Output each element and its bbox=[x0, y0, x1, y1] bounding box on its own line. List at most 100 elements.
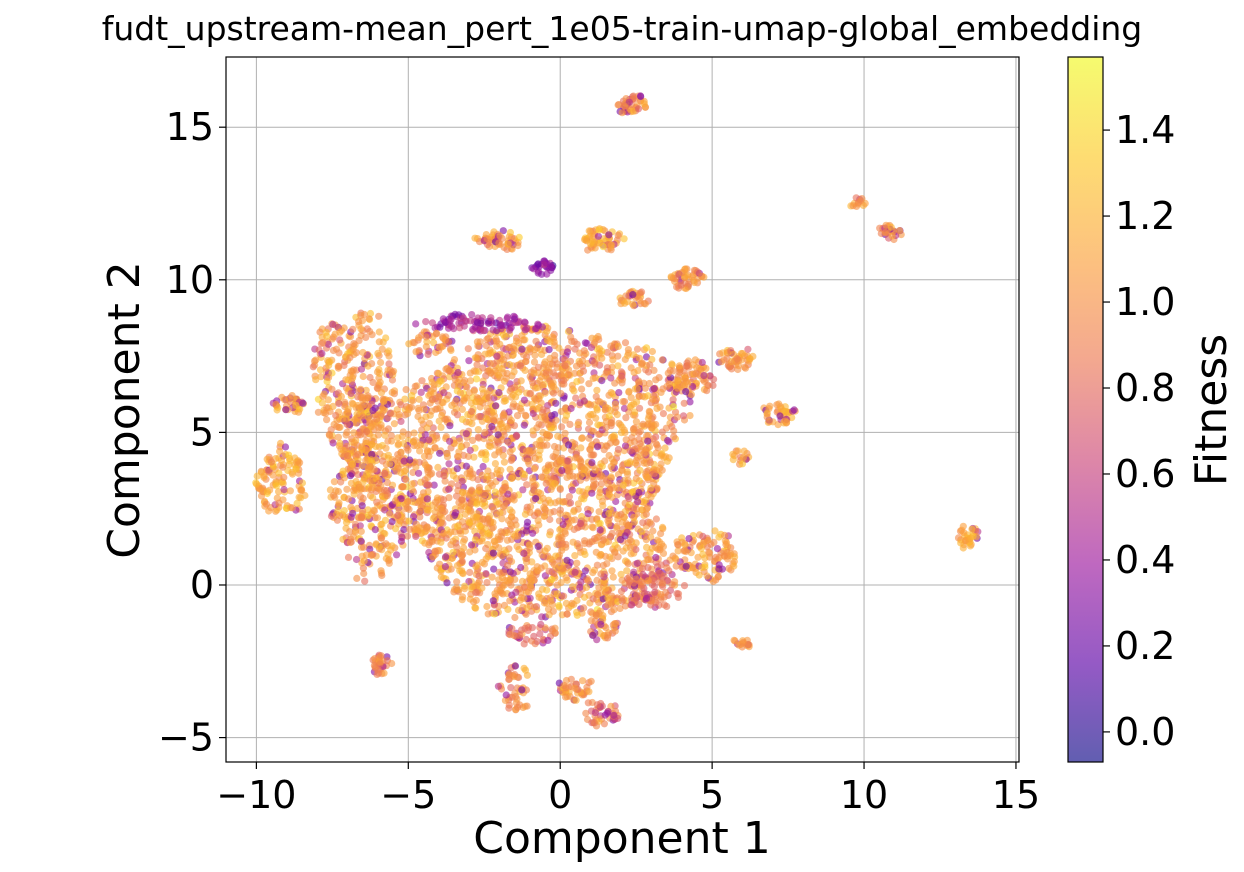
scatter-point bbox=[531, 454, 539, 462]
scatter-point bbox=[311, 357, 319, 365]
scatter-point bbox=[449, 537, 457, 545]
scatter-point bbox=[550, 442, 559, 451]
scatter-point bbox=[721, 531, 729, 540]
scatter-point bbox=[436, 343, 444, 351]
chart-title: fudt_upstream-mean_pert_1e05-train-umap-… bbox=[102, 9, 1143, 48]
scatter-point bbox=[382, 540, 390, 548]
scatter-point bbox=[507, 684, 515, 692]
scatter-point bbox=[354, 456, 362, 464]
scatter-point bbox=[603, 709, 611, 717]
scatter-point bbox=[578, 494, 586, 502]
scatter-point bbox=[591, 466, 599, 474]
scatter-point bbox=[430, 381, 438, 389]
scatter-point bbox=[613, 411, 621, 419]
scatter-point bbox=[605, 515, 613, 523]
scatter-point bbox=[581, 550, 589, 559]
scatter-point bbox=[526, 390, 534, 398]
colorbar-tick-label: 1.0 bbox=[1115, 280, 1175, 324]
scatter-point bbox=[335, 349, 343, 357]
scatter-point bbox=[479, 462, 487, 471]
scatter-point bbox=[597, 620, 605, 629]
scatter-point bbox=[420, 405, 428, 413]
scatter-point bbox=[681, 374, 689, 382]
scatter-point bbox=[402, 475, 410, 484]
scatter-point bbox=[649, 435, 657, 443]
scatter-point bbox=[610, 606, 618, 614]
scatter-point bbox=[565, 441, 573, 449]
scatter-point bbox=[515, 339, 523, 347]
scatter-point bbox=[375, 338, 383, 346]
scatter-point bbox=[429, 553, 437, 561]
scatter-point bbox=[596, 473, 604, 481]
scatter-point bbox=[451, 375, 459, 383]
scatter-point bbox=[570, 338, 578, 346]
scatter-point bbox=[576, 399, 584, 407]
scatter-point bbox=[577, 472, 585, 480]
scatter-point bbox=[499, 452, 507, 460]
scatter-point bbox=[522, 412, 530, 420]
scatter-point bbox=[729, 450, 737, 458]
scatter-point bbox=[630, 400, 638, 408]
scatter-point bbox=[663, 457, 672, 465]
colorbar-tick-label: 0.2 bbox=[1115, 624, 1175, 668]
scatter-point bbox=[504, 438, 512, 446]
scatter-point bbox=[675, 362, 684, 370]
scatter-point bbox=[555, 344, 563, 352]
scatter-point bbox=[508, 522, 516, 530]
scatter-point bbox=[595, 584, 603, 592]
scatter-point bbox=[595, 226, 603, 234]
scatter-point bbox=[582, 583, 591, 592]
scatter-point bbox=[445, 494, 453, 502]
scatter-point bbox=[526, 570, 534, 578]
scatter-point bbox=[385, 559, 393, 567]
scatter-point bbox=[282, 406, 290, 414]
scatter-point bbox=[532, 337, 540, 345]
scatter-point bbox=[520, 351, 528, 359]
scatter-point bbox=[376, 658, 384, 666]
scatter-point bbox=[468, 311, 476, 319]
scatter-point bbox=[588, 489, 596, 497]
scatter-point bbox=[619, 481, 628, 489]
scatter-point bbox=[523, 702, 531, 710]
scatter-point bbox=[471, 546, 479, 554]
scatter-point bbox=[611, 379, 619, 387]
scatter-point bbox=[530, 358, 539, 366]
scatter-point bbox=[653, 536, 662, 544]
scatter-point bbox=[376, 378, 384, 386]
scatter-point bbox=[564, 327, 573, 335]
scatter-point bbox=[642, 505, 651, 513]
scatter-point bbox=[588, 334, 596, 342]
scatter-point bbox=[457, 443, 465, 451]
scatter-point bbox=[432, 330, 440, 338]
scatter-point bbox=[685, 535, 693, 543]
scatter-point bbox=[723, 355, 731, 363]
scatter-point bbox=[682, 388, 690, 396]
scatter-point bbox=[360, 569, 368, 578]
scatter-point bbox=[410, 339, 418, 347]
scatter-point bbox=[532, 603, 541, 611]
scatter-point bbox=[408, 480, 416, 488]
scatter-point bbox=[340, 507, 348, 515]
scatter-point bbox=[381, 431, 389, 439]
scatter-point bbox=[651, 588, 659, 596]
scatter-point bbox=[652, 376, 660, 384]
scatter-point bbox=[581, 567, 590, 575]
scatter-point bbox=[346, 528, 354, 536]
scatter-point bbox=[644, 415, 653, 423]
scatter-point bbox=[680, 582, 689, 590]
scatter-point bbox=[368, 484, 376, 492]
scatter-point bbox=[333, 516, 341, 524]
scatter-point bbox=[706, 549, 714, 557]
scatter-point bbox=[458, 405, 466, 413]
scatter-point bbox=[569, 472, 577, 480]
scatter-point bbox=[646, 459, 654, 467]
scatter-point bbox=[384, 550, 392, 558]
scatter-point bbox=[548, 575, 556, 584]
scatter-point bbox=[607, 389, 615, 397]
scatter-point bbox=[516, 631, 524, 640]
scatter-point bbox=[357, 325, 365, 333]
scatter-point bbox=[562, 676, 571, 685]
scatter-point bbox=[627, 550, 635, 558]
scatter-point bbox=[442, 365, 450, 373]
scatter-point bbox=[498, 321, 506, 329]
